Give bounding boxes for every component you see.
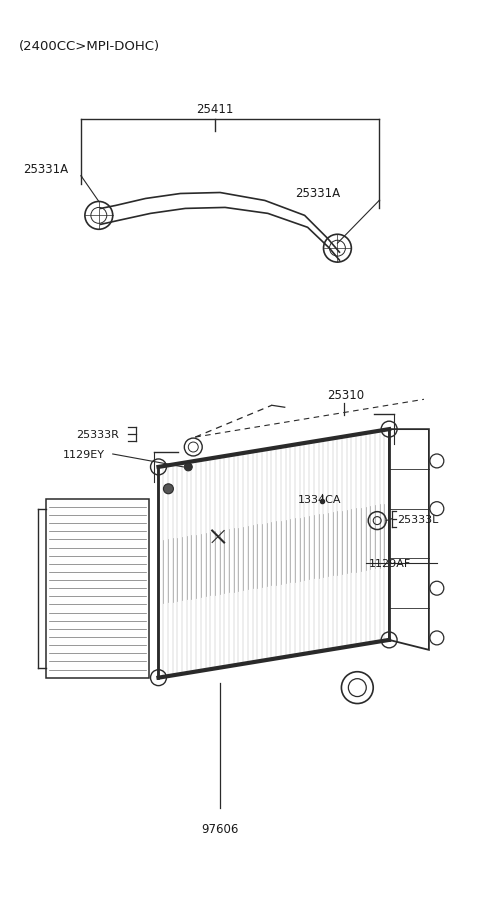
Text: 25333L: 25333L — [397, 514, 438, 524]
Text: 97606: 97606 — [202, 822, 239, 835]
Text: 1129AF: 1129AF — [369, 559, 411, 569]
Text: 25310: 25310 — [327, 389, 365, 402]
Text: (2400CC>MPI-DOHC): (2400CC>MPI-DOHC) — [19, 41, 160, 53]
Text: 25331A: 25331A — [295, 187, 340, 200]
Text: 25331A: 25331A — [23, 163, 68, 176]
Circle shape — [184, 463, 192, 471]
Bar — [46, 499, 148, 678]
Text: 25333R: 25333R — [76, 430, 119, 440]
Text: 1129EY: 1129EY — [63, 450, 105, 460]
Text: 1334CA: 1334CA — [298, 494, 341, 504]
Text: 25411: 25411 — [196, 103, 234, 116]
Circle shape — [164, 484, 173, 494]
